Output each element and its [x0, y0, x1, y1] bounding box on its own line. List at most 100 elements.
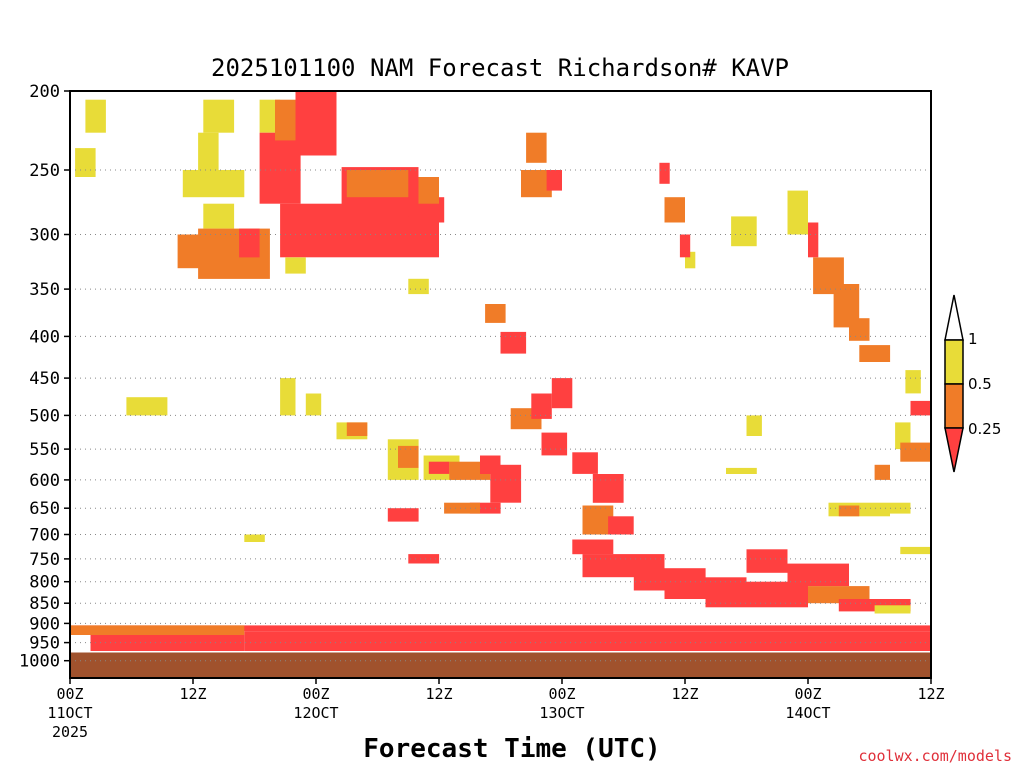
colorbar-label-0-5: 0.5 — [968, 375, 992, 393]
y-tick-label-500: 500 — [29, 406, 60, 426]
ri-cell-54 — [874, 605, 911, 614]
ri-cell-10 — [259, 132, 301, 204]
ri-cell-60 — [859, 345, 891, 362]
x-tick-label-2-1: 00Z — [302, 685, 329, 703]
ri-cell-67 — [900, 546, 932, 555]
colorbar-top-arrow — [944, 294, 964, 341]
plot-frame — [69, 90, 932, 679]
ri-cell-68 — [726, 467, 757, 474]
ri-cell-70 — [746, 415, 762, 436]
ri-cell-74 — [679, 234, 691, 258]
near-surface-layer-3 — [90, 635, 245, 652]
ri-cell-65 — [874, 464, 890, 480]
y-tick-label-550: 550 — [29, 440, 60, 460]
ri-cell-38 — [541, 432, 568, 456]
x-tick-label-0-3: 2025 — [52, 723, 88, 741]
x-tick-label-0-2: 11OCT — [47, 704, 92, 722]
ri-cell-34 — [490, 464, 522, 503]
ri-cell-76 — [305, 393, 322, 416]
y-tick-label-350: 350 — [29, 280, 60, 300]
colorbar-label-0-25: 0.25 — [968, 420, 1001, 438]
ri-cell-64 — [900, 442, 932, 462]
ri-cell-29 — [398, 445, 419, 468]
colorbar-segment-quarter-to-half — [944, 383, 964, 429]
ri-cell-36 — [531, 393, 552, 419]
ri-cell-56 — [808, 222, 819, 258]
y-tick-label-1000: 1000 — [19, 652, 60, 672]
x-tick-label-4-1: 00Z — [548, 685, 575, 703]
x-tick-label-6-2: 14OCT — [785, 704, 830, 722]
y-tick-label-300: 300 — [29, 226, 60, 246]
ri-cell-3 — [198, 132, 219, 170]
ri-cell-1 — [75, 148, 96, 177]
y-tick-label-900: 900 — [29, 614, 60, 634]
site-credit: coolwx.com/models — [858, 747, 1012, 765]
y-tick-label-750: 750 — [29, 550, 60, 570]
y-tick-label-850: 850 — [29, 594, 60, 614]
ri-cell-81 — [408, 554, 440, 564]
ri-cell-4 — [182, 170, 245, 198]
ri-cell-42 — [608, 516, 634, 535]
ground-layer — [70, 625, 932, 678]
ri-cell-5 — [203, 203, 235, 229]
near-surface-layer-2 — [70, 625, 245, 635]
ri-cell-11 — [275, 99, 296, 141]
x-tick-label-7-1: 12Z — [917, 685, 944, 703]
ri-cell-55 — [787, 190, 808, 235]
ri-cell-21 — [500, 331, 527, 354]
ri-cell-15 — [346, 170, 409, 198]
ri-cell-78 — [444, 502, 480, 514]
ri-cell-27 — [346, 422, 368, 436]
ri-cell-49 — [787, 563, 849, 587]
y-tick-label-400: 400 — [29, 327, 60, 347]
y-tick-label-650: 650 — [29, 499, 60, 519]
ri-cell-40 — [592, 474, 624, 503]
colorbar-segment-half-to-one — [944, 339, 964, 385]
near-surface-layer-0 — [70, 625, 931, 632]
ri-cell-37 — [551, 378, 573, 409]
ri-cell-9 — [259, 99, 281, 133]
pressure-gridlines — [70, 169, 931, 662]
ri-cell-59 — [849, 318, 870, 341]
x-tick-label-0-1: 00Z — [56, 685, 83, 703]
x-tick-label-5-1: 12Z — [671, 685, 698, 703]
ri-cell-69 — [731, 216, 757, 247]
ri-cell-63 — [895, 422, 911, 450]
ri-cell-73 — [664, 197, 685, 223]
colorbar-label-1: 1 — [968, 330, 978, 348]
ri-cell-12 — [295, 91, 337, 156]
ri-cell-62 — [910, 400, 931, 416]
ri-cell-8 — [239, 228, 260, 258]
chart-title: 2025101100 NAM Forecast Richardson# KAVP — [211, 54, 789, 82]
ri-cell-18 — [285, 257, 306, 274]
y-tick-label-950: 950 — [29, 634, 60, 654]
ri-cell-25 — [126, 397, 168, 416]
colorbar-bottom-arrow — [944, 427, 964, 473]
ri-cell-2 — [203, 99, 235, 133]
colorbar-legend: 1 0.5 0.25 — [944, 294, 1001, 473]
ri-cell-43 — [572, 539, 614, 555]
y-tick-label-600: 600 — [29, 471, 60, 491]
ri-cell-53 — [838, 505, 860, 517]
ri-cell-71 — [685, 251, 696, 269]
y-tick-label-800: 800 — [29, 573, 60, 593]
ri-cell-22 — [526, 132, 547, 163]
ri-cell-75 — [280, 378, 296, 416]
x-tick-label-3-1: 12Z — [425, 685, 452, 703]
ri-cell-72 — [659, 162, 670, 184]
ri-cell-79 — [387, 508, 419, 522]
ri-cell-61 — [905, 370, 921, 394]
ri-cell-50 — [808, 586, 870, 604]
y-tick-label-250: 250 — [29, 161, 60, 181]
ground-below-surface — [70, 651, 931, 678]
ri-cell-31 — [428, 461, 450, 474]
ri-cell-20 — [485, 304, 506, 323]
x-tick-label-2-2: 12OCT — [293, 704, 338, 722]
richardson-cells — [75, 91, 932, 614]
ri-cell-24 — [546, 170, 562, 191]
x-tick-label-4-2: 13OCT — [539, 704, 584, 722]
ri-cell-48 — [746, 549, 788, 573]
y-tick-label-200: 200 — [29, 82, 60, 102]
